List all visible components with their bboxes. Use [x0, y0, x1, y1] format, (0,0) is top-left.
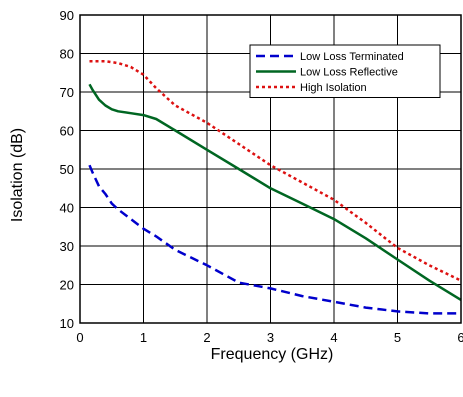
- legend-label: High Isolation: [300, 82, 367, 94]
- x-tick-label: 1: [140, 330, 147, 345]
- x-tick-label: 0: [76, 330, 83, 345]
- plot-area-frame: [79, 14, 462, 324]
- y-tick-label: 40: [60, 201, 74, 216]
- series-lines: [88, 59, 462, 315]
- x-tick-label: 2: [203, 330, 210, 345]
- y-axis-title: Isolation (dB): [9, 128, 26, 222]
- y-tick-label: 20: [60, 278, 74, 293]
- x-axis-title: Frequency (GHz): [211, 346, 334, 363]
- legend: Low Loss Terminated Low Loss Reflective Hi…: [249, 44, 441, 98]
- y-tick-label: 90: [60, 8, 74, 23]
- x-tick-label: 4: [330, 330, 337, 345]
- y-tick-label: 60: [60, 124, 74, 139]
- legend-label: Low Loss Reflective: [300, 67, 398, 79]
- legend-label: Low Loss Terminated: [300, 51, 404, 63]
- x-tick-label: 6: [457, 330, 463, 345]
- y-tick-label: 70: [60, 85, 74, 100]
- y-tick-label: 10: [60, 316, 74, 331]
- series-line-high-isolation: [89, 59, 462, 282]
- y-tick-label: 80: [60, 47, 74, 62]
- series-line-low-loss-terminated: [88, 164, 461, 315]
- x-tick-label: 5: [394, 330, 401, 345]
- tick-labels: 0 1 2 3 4 5 6 10 20 30 40 50 60 70 80 90: [60, 8, 463, 345]
- y-tick-label: 50: [60, 162, 74, 177]
- x-tick-label: 3: [267, 330, 274, 345]
- series-line-low-loss-reflective: [88, 83, 462, 301]
- y-tick-label: 30: [60, 239, 74, 254]
